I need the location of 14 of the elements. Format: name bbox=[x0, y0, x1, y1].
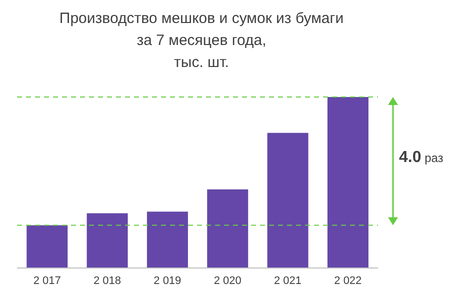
bar bbox=[86, 213, 128, 268]
bar bbox=[26, 225, 68, 268]
bar bbox=[146, 212, 188, 268]
x-tick-label: 2 020 bbox=[214, 274, 242, 287]
text: 4.0 раз bbox=[399, 149, 444, 166]
bar bbox=[267, 132, 308, 268]
x-tick-label: 2 017 bbox=[33, 274, 61, 287]
chart-title: Производство мешков и сумок из бумаги за 7 месяцев года, тыс. шт. bbox=[58, 9, 345, 73]
x-tick-label: 2 021 bbox=[274, 274, 302, 287]
x-tick-label: 2 018 bbox=[93, 274, 122, 287]
bar bbox=[327, 97, 368, 268]
x-tick-label: 2 022 bbox=[334, 274, 362, 287]
bar bbox=[207, 189, 248, 268]
x-tick-label: 2 019 bbox=[154, 274, 182, 287]
